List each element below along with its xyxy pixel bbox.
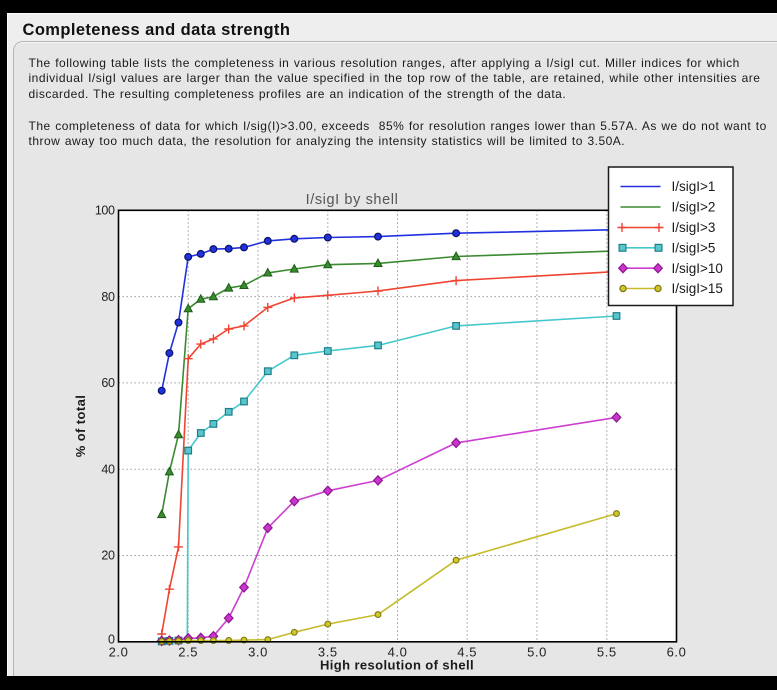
svg-text:I/sigI>5: I/sigI>5 — [672, 241, 716, 256]
svg-text:3.0: 3.0 — [248, 645, 268, 660]
svg-text:100: 100 — [95, 204, 115, 218]
svg-text:20: 20 — [101, 549, 115, 563]
svg-text:3.5: 3.5 — [318, 645, 338, 660]
svg-text:4.5: 4.5 — [457, 645, 477, 660]
svg-text:80: 80 — [101, 290, 115, 304]
svg-text:4.0: 4.0 — [388, 645, 408, 660]
svg-text:I/sigI>3: I/sigI>3 — [672, 220, 716, 235]
svg-text:% of total: % of total — [73, 395, 88, 458]
svg-text:I/sigI>1: I/sigI>1 — [672, 179, 716, 194]
svg-text:2.0: 2.0 — [109, 645, 129, 660]
svg-text:I/sigI>15: I/sigI>15 — [672, 281, 723, 296]
svg-text:I/sigI>10: I/sigI>10 — [672, 261, 723, 276]
svg-text:0: 0 — [108, 632, 115, 646]
svg-text:5.0: 5.0 — [527, 645, 547, 660]
svg-text:High resolution of shell: High resolution of shell — [320, 658, 474, 673]
svg-text:I/sigI by shell: I/sigI by shell — [306, 192, 399, 208]
svg-text:I/sigI>2: I/sigI>2 — [672, 200, 716, 215]
svg-text:2.5: 2.5 — [178, 645, 198, 660]
svg-text:60: 60 — [101, 376, 115, 390]
svg-text:40: 40 — [101, 462, 115, 476]
svg-text:5.5: 5.5 — [597, 645, 617, 660]
svg-text:6.0: 6.0 — [667, 645, 687, 660]
